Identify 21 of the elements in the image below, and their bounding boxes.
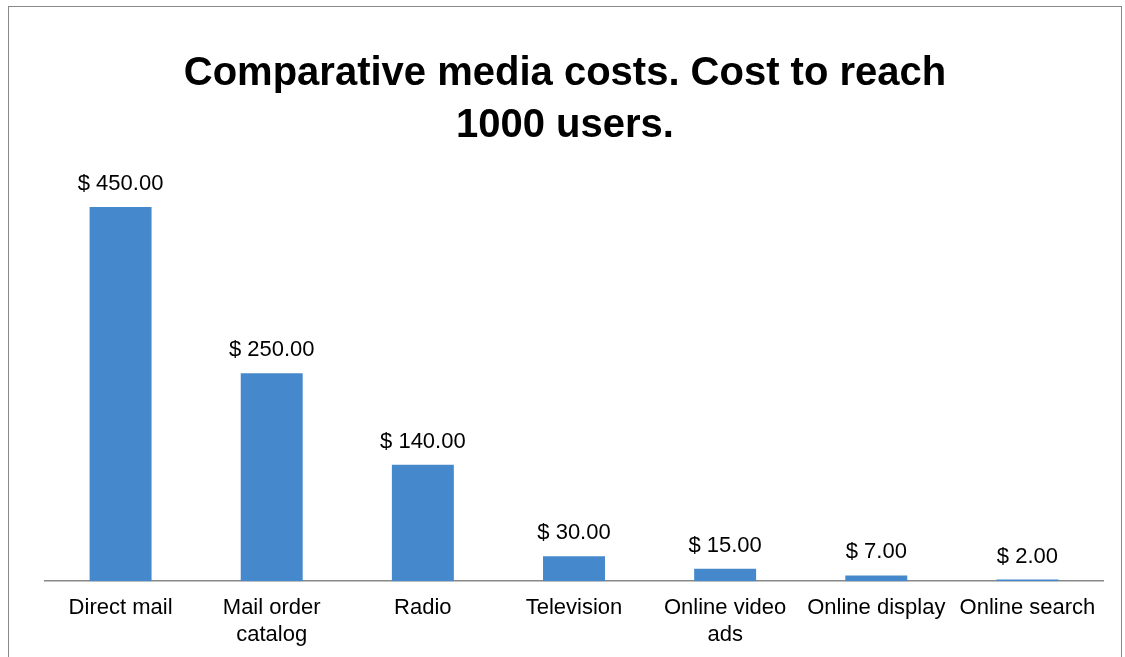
data-label: $ 30.00	[537, 519, 611, 545]
data-label: $ 7.00	[845, 538, 907, 564]
x-tick-label: Radio	[394, 594, 452, 620]
bar	[694, 568, 757, 582]
bar	[543, 556, 605, 582]
bar	[845, 575, 908, 582]
x-tick-label: Online search	[959, 594, 1096, 620]
bar	[89, 207, 152, 582]
x-tick-label: Mail order catalog	[222, 594, 321, 646]
data-label: $ 2.00	[996, 542, 1059, 568]
data-label: $ 140.00	[380, 427, 466, 453]
x-tick-label: Direct mail	[68, 594, 173, 620]
chart-title: Comparative media costs. Cost to reach 1000 users.	[182, 48, 948, 147]
bar	[240, 373, 303, 582]
x-tick-label: Online display	[807, 594, 946, 620]
x-tick-label: Television	[525, 594, 623, 620]
x-tick-label: Online video ads	[663, 594, 787, 646]
data-label: $ 15.00	[688, 531, 762, 557]
data-label: $ 250.00	[228, 336, 315, 362]
data-label: $ 450.00	[77, 170, 164, 196]
bar	[391, 464, 454, 582]
